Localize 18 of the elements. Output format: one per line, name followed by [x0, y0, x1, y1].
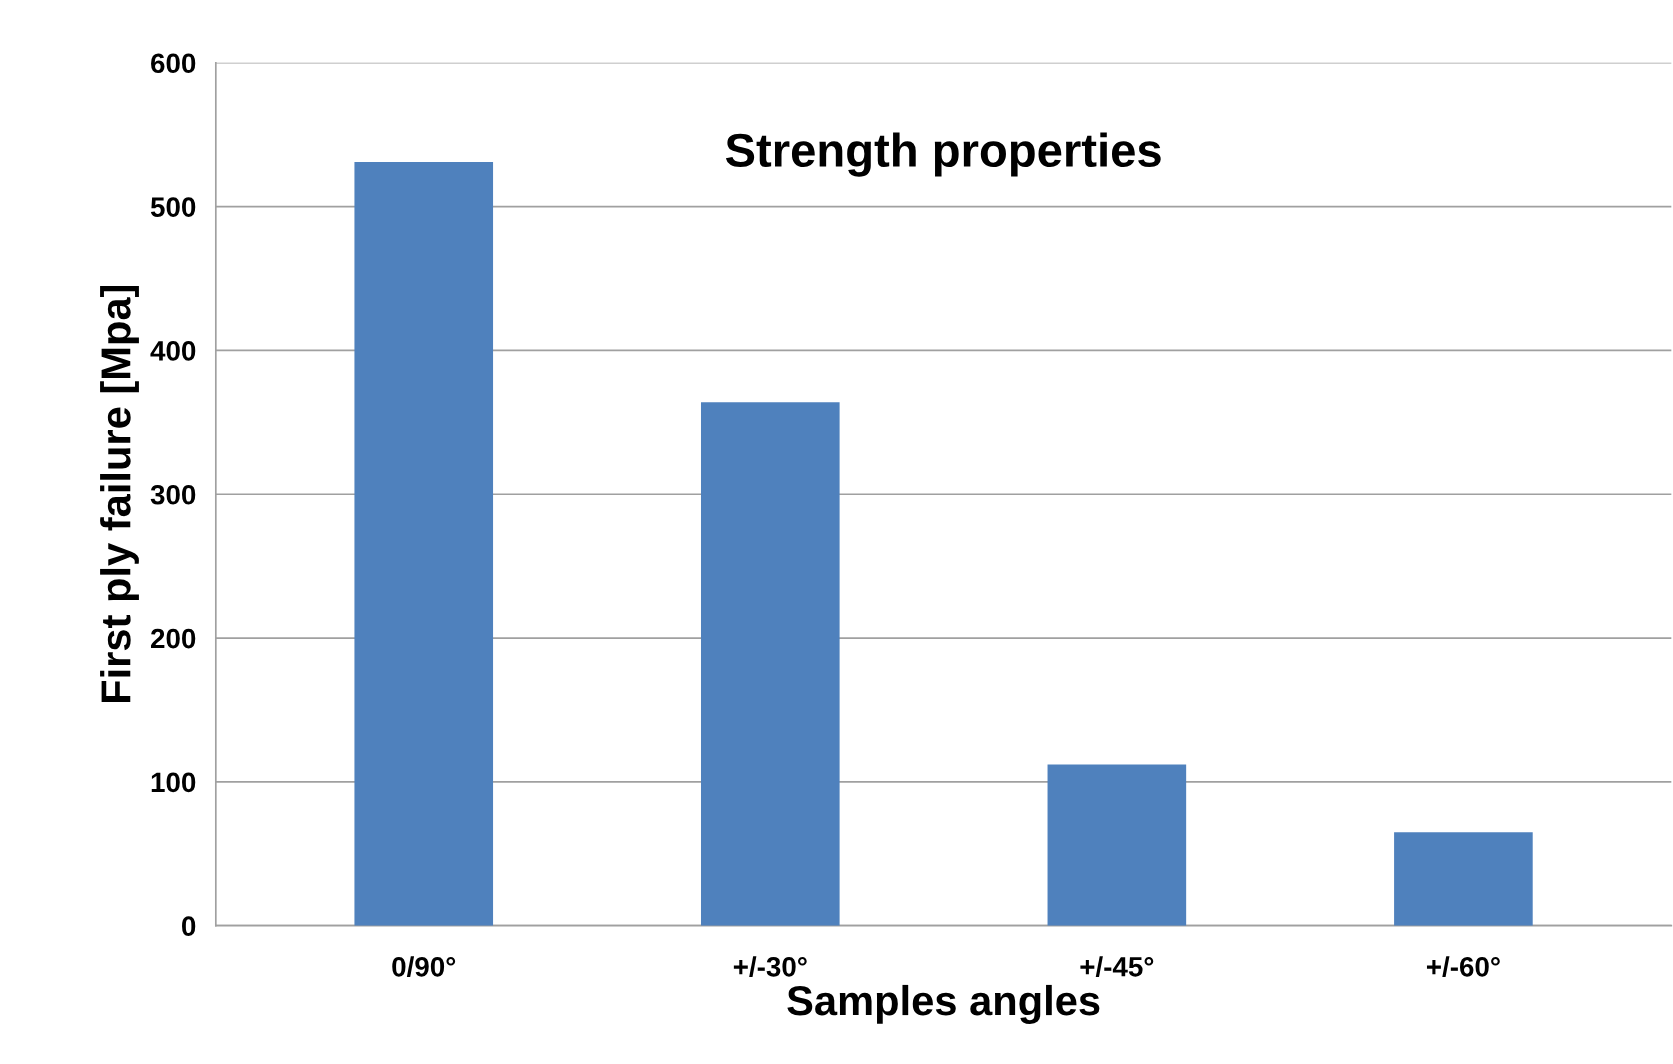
y-tick-label: 100	[151, 772, 196, 793]
x-axis-title: Samples angles	[787, 984, 1100, 1024]
x-tick-label: +/-45°	[1080, 956, 1154, 977]
y-tick-label: 300	[150, 484, 196, 505]
y-tick-label: 200	[150, 628, 196, 649]
x-tick-label: +/-60°	[1426, 956, 1500, 977]
bar	[1047, 764, 1187, 926]
y-axis-title: First ply failure [Mpa]	[100, 285, 139, 703]
bar	[354, 162, 494, 926]
x-tick-label: 0/90°	[392, 956, 456, 977]
text: Strength properties	[725, 132, 1161, 177]
x-tick-label: +/-30°	[733, 956, 807, 977]
y-tick-label: 600	[151, 53, 196, 74]
y-tick-label: 400	[150, 341, 196, 361]
y-tick-label: 0	[182, 916, 196, 937]
bar	[1394, 832, 1533, 926]
bar	[700, 402, 840, 926]
y-tick-label: 500	[150, 197, 196, 217]
